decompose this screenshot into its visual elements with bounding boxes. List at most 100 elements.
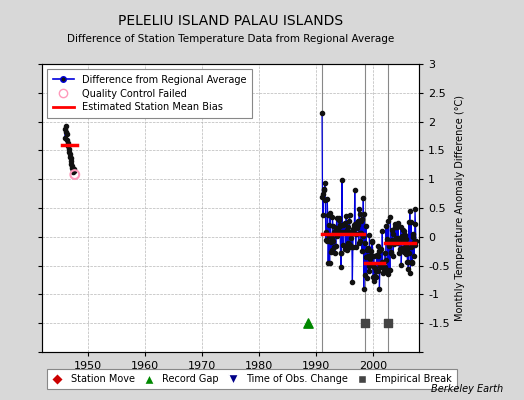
- Point: [398, 233, 407, 240]
- Point: [322, 228, 331, 235]
- Point: [358, 216, 367, 222]
- Point: [323, 196, 332, 202]
- Point: [405, 218, 413, 225]
- Point: [403, 259, 412, 265]
- Point: [384, 218, 392, 224]
- Point: [388, 231, 397, 237]
- Point: [383, 236, 391, 242]
- Point: [369, 274, 377, 281]
- Point: [355, 206, 363, 212]
- Point: [380, 268, 388, 274]
- Point: [362, 254, 370, 260]
- Point: [409, 231, 417, 238]
- Point: [331, 250, 339, 257]
- Point: [66, 151, 74, 158]
- Point: [329, 238, 337, 244]
- Point: [353, 218, 362, 225]
- Point: [69, 167, 77, 173]
- Point: [388, 226, 397, 233]
- Point: [349, 226, 357, 232]
- Point: [62, 129, 70, 135]
- Point: [377, 246, 386, 252]
- Point: [384, 271, 392, 278]
- Point: [363, 247, 372, 253]
- Point: [381, 250, 389, 256]
- Point: [341, 219, 349, 226]
- Point: [404, 266, 412, 272]
- Point: [385, 243, 393, 250]
- Point: [401, 232, 409, 238]
- Point: [348, 244, 356, 250]
- Point: [369, 253, 378, 259]
- Point: [68, 163, 76, 169]
- Point: [324, 233, 333, 239]
- Point: [390, 224, 399, 230]
- Point: [64, 143, 72, 150]
- Point: [337, 249, 346, 256]
- Point: [411, 206, 419, 213]
- Point: [322, 236, 330, 243]
- Point: [405, 250, 413, 256]
- Point: [373, 252, 381, 258]
- Point: [368, 238, 377, 244]
- Point: [412, 238, 420, 244]
- Point: [350, 229, 358, 236]
- Point: [394, 236, 402, 242]
- Point: [397, 262, 406, 268]
- Point: [408, 234, 417, 240]
- Point: [407, 243, 415, 250]
- Point: [338, 229, 346, 235]
- Point: [67, 155, 75, 162]
- Point: [65, 149, 73, 155]
- Point: [61, 123, 70, 130]
- Point: [368, 263, 377, 269]
- Point: [356, 230, 364, 236]
- Point: [333, 229, 342, 236]
- Point: [352, 244, 360, 251]
- Point: [367, 252, 375, 258]
- Point: [334, 226, 342, 232]
- Point: [320, 187, 329, 194]
- Point: [70, 166, 78, 172]
- Point: [379, 258, 388, 265]
- Point: [346, 242, 354, 248]
- Point: [319, 212, 327, 218]
- Point: [68, 165, 77, 172]
- Point: [361, 320, 369, 326]
- Point: [318, 194, 326, 200]
- Text: Difference of Station Temperature Data from Regional Average: Difference of Station Temperature Data f…: [67, 34, 394, 44]
- Point: [399, 237, 407, 243]
- Y-axis label: Monthly Temperature Anomaly Difference (°C): Monthly Temperature Anomaly Difference (…: [455, 95, 465, 321]
- Point: [345, 212, 354, 218]
- Point: [318, 110, 326, 116]
- Point: [70, 168, 79, 174]
- Point: [387, 250, 395, 256]
- Point: [337, 264, 345, 270]
- Point: [343, 240, 352, 246]
- Point: [363, 275, 371, 281]
- Point: [352, 231, 361, 237]
- Point: [67, 158, 75, 164]
- Point: [396, 246, 404, 252]
- Point: [335, 222, 344, 228]
- Point: [332, 243, 340, 249]
- Point: [387, 249, 396, 255]
- Point: [333, 215, 341, 221]
- Point: [403, 259, 412, 265]
- Point: [338, 177, 346, 183]
- Point: [410, 252, 418, 259]
- Point: [332, 225, 341, 232]
- Point: [359, 286, 368, 292]
- Point: [383, 267, 391, 273]
- Point: [406, 208, 414, 214]
- Point: [357, 218, 365, 224]
- Point: [350, 222, 358, 229]
- Point: [354, 222, 362, 228]
- Point: [408, 259, 417, 266]
- Point: [402, 236, 410, 242]
- Point: [303, 320, 312, 326]
- Point: [365, 232, 374, 238]
- Point: [400, 228, 408, 235]
- Point: [340, 229, 348, 236]
- Point: [354, 240, 363, 246]
